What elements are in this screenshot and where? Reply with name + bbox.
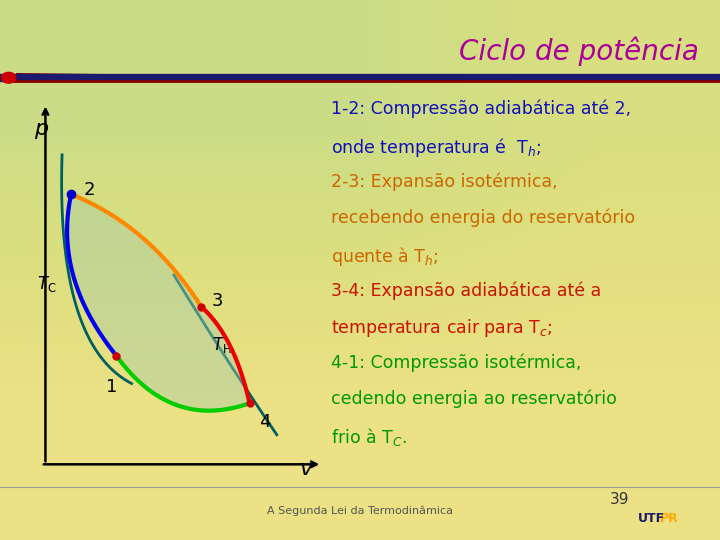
Text: frio à T$_{C}$.: frio à T$_{C}$. xyxy=(331,426,407,448)
Text: cedendo energia ao reservatório: cedendo energia ao reservatório xyxy=(331,390,617,408)
Text: 4-1: Compressão isotérmica,: 4-1: Compressão isotérmica, xyxy=(331,354,582,372)
Text: $v$: $v$ xyxy=(300,460,315,480)
Text: onde temperatura é  T$_{h}$;: onde temperatura é T$_{h}$; xyxy=(331,136,541,159)
Text: recebendo energia do reservatório: recebendo energia do reservatório xyxy=(331,208,635,227)
Polygon shape xyxy=(67,194,250,410)
Text: 4: 4 xyxy=(258,413,270,431)
Text: 39: 39 xyxy=(609,492,629,507)
Text: 2: 2 xyxy=(84,181,95,199)
Text: PR: PR xyxy=(660,512,679,525)
Text: UTF: UTF xyxy=(638,512,665,525)
Text: Ciclo de potência: Ciclo de potência xyxy=(459,37,698,66)
Text: 2-3: Expansão isotérmica,: 2-3: Expansão isotérmica, xyxy=(331,172,558,191)
Text: $T_\mathrm{C}$: $T_\mathrm{C}$ xyxy=(37,274,57,294)
Text: 1-2: Compressão adiabática até 2,: 1-2: Compressão adiabática até 2, xyxy=(331,100,631,118)
Text: $p$: $p$ xyxy=(34,121,49,141)
Text: 3-4: Expansão adiabática até a: 3-4: Expansão adiabática até a xyxy=(331,281,601,300)
Text: temperatura cair para T$_{c}$;: temperatura cair para T$_{c}$; xyxy=(331,318,553,339)
Text: 1: 1 xyxy=(107,377,117,396)
Text: quente à T$_{h}$;: quente à T$_{h}$; xyxy=(331,245,439,268)
Text: 3: 3 xyxy=(212,292,223,310)
Text: A Segunda Lei da Termodinâmica: A Segunda Lei da Termodinâmica xyxy=(267,505,453,516)
Text: $T_\mathrm{H}$: $T_\mathrm{H}$ xyxy=(212,335,233,355)
